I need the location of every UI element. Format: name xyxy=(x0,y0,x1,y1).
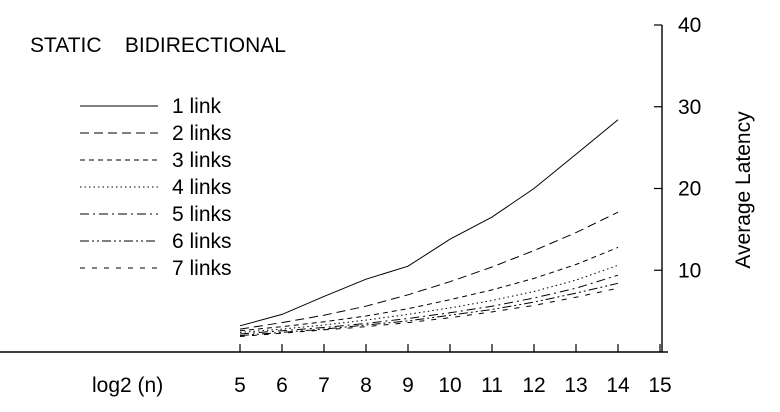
x-tick-label: 15 xyxy=(648,374,671,397)
x-tick-label: 14 xyxy=(606,374,630,397)
legend-label: 2 links xyxy=(172,122,232,145)
y-tick-label: 20 xyxy=(678,178,701,201)
x-tick-label: 7 xyxy=(318,374,330,397)
y-axis-label: Average Latency xyxy=(732,111,755,269)
series-line-3 xyxy=(239,246,619,332)
series-line-2 xyxy=(239,211,619,330)
x-tick-label: 6 xyxy=(276,374,288,397)
y-tick-label: 40 xyxy=(678,14,701,37)
series-line-1 xyxy=(239,119,619,327)
series-line-7 xyxy=(239,287,619,337)
x-tick-label: 13 xyxy=(564,374,587,397)
x-axis-label: log2 (n) xyxy=(92,374,163,397)
x-axis-ticks: 5 6 7 8 9 10 11 12 13 14 15 xyxy=(234,344,672,397)
y-tick-label: 30 xyxy=(678,96,701,119)
legend-label: 6 links xyxy=(172,230,232,253)
x-tick-label: 10 xyxy=(438,374,461,397)
x-tick-label: 9 xyxy=(402,374,414,397)
legend-label: 5 links xyxy=(172,203,232,226)
y-axis-ticks: 10 20 30 40 xyxy=(654,14,701,282)
x-tick-label: 11 xyxy=(481,374,503,397)
x-tick-label: 5 xyxy=(234,374,246,397)
y-tick-label: 10 xyxy=(678,259,701,282)
legend-label: 1 link xyxy=(172,95,222,118)
legend-label: 3 links xyxy=(172,149,232,172)
series-line-6 xyxy=(239,282,619,337)
legend: 1 link 2 links 3 links 4 links 5 links 6 link… xyxy=(80,95,232,280)
chart-axes xyxy=(0,25,668,353)
x-tick-label: 12 xyxy=(522,374,545,397)
chart-title: STATIC BIDIRECTIONAL xyxy=(30,34,286,57)
series-line-5 xyxy=(239,274,619,335)
legend-label: 7 links xyxy=(172,257,232,280)
series-line-4 xyxy=(239,264,619,333)
x-tick-label: 8 xyxy=(360,374,372,397)
legend-label: 4 links xyxy=(172,176,232,199)
series-lines xyxy=(239,119,619,337)
